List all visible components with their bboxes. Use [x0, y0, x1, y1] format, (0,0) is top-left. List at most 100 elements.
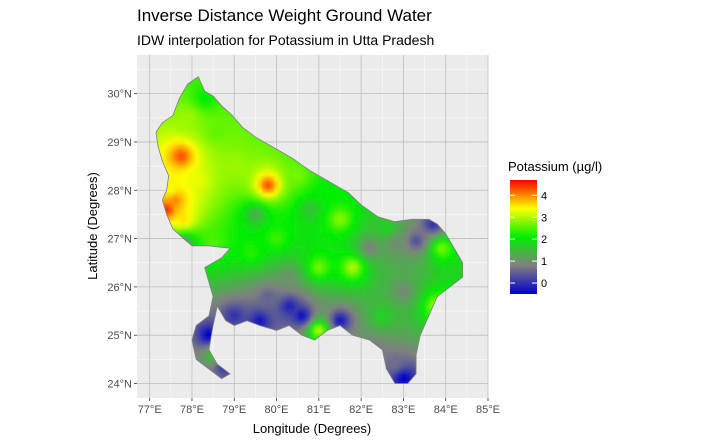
idw-cell — [222, 261, 227, 266]
idw-cell — [354, 209, 359, 214]
idw-cell — [174, 205, 179, 210]
idw-cell — [222, 373, 227, 378]
idw-cell — [218, 109, 223, 114]
idw-cell — [214, 137, 219, 142]
idw-cell — [274, 149, 279, 154]
idw-cell — [262, 317, 267, 322]
idw-cell — [210, 145, 215, 150]
idw-cell — [210, 165, 215, 170]
idw-cell — [346, 197, 351, 202]
idw-cell — [374, 221, 379, 226]
idw-cell — [234, 241, 239, 246]
idw-cell — [278, 301, 283, 306]
idw-cell — [166, 125, 171, 130]
idw-cell — [194, 177, 199, 182]
idw-cell — [274, 237, 279, 242]
idw-cell — [214, 269, 219, 274]
idw-cell — [238, 297, 243, 302]
idw-cell — [266, 289, 271, 294]
idw-cell — [262, 277, 267, 282]
idw-cell — [322, 221, 327, 226]
idw-cell — [338, 237, 343, 242]
idw-cell — [246, 261, 251, 266]
idw-cell — [206, 269, 211, 274]
idw-cell — [290, 209, 295, 214]
idw-cell — [334, 321, 339, 326]
idw-cell — [230, 273, 235, 278]
idw-cell — [334, 237, 339, 242]
idw-cell — [286, 193, 291, 198]
idw-cell — [386, 249, 391, 254]
idw-cell — [230, 229, 235, 234]
idw-cell — [222, 209, 227, 214]
idw-cell — [234, 189, 239, 194]
idw-cell — [298, 181, 303, 186]
idw-cell — [214, 149, 219, 154]
idw-cell — [378, 293, 383, 298]
idw-cell — [166, 213, 171, 218]
idw-cell — [218, 201, 223, 206]
idw-cell — [338, 305, 343, 310]
idw-cell — [334, 261, 339, 266]
idw-cell — [282, 293, 287, 298]
idw-cell — [246, 229, 251, 234]
idw-cell — [194, 165, 199, 170]
idw-cell — [206, 129, 211, 134]
idw-cell — [266, 249, 271, 254]
idw-cell — [302, 333, 307, 338]
idw-cell — [326, 201, 331, 206]
idw-cell — [226, 129, 231, 134]
idw-cell — [242, 201, 247, 206]
idw-cell — [338, 197, 343, 202]
idw-cell — [214, 225, 219, 230]
idw-cell — [298, 217, 303, 222]
idw-cell — [206, 333, 211, 338]
idw-cell — [370, 289, 375, 294]
idw-cell — [206, 185, 211, 190]
idw-cell — [214, 157, 219, 162]
idw-cell — [214, 241, 219, 246]
idw-cell — [310, 329, 315, 334]
idw-cell — [290, 197, 295, 202]
idw-cell — [198, 169, 203, 174]
idw-cell — [286, 177, 291, 182]
idw-cell — [194, 105, 199, 110]
idw-cell — [266, 313, 271, 318]
idw-cell — [234, 261, 239, 266]
idw-cell — [310, 285, 315, 290]
idw-cell — [346, 317, 351, 322]
idw-cell — [230, 189, 235, 194]
idw-cell — [166, 169, 171, 174]
idw-cell — [370, 233, 375, 238]
idw-cell — [186, 93, 191, 98]
idw-cell — [314, 257, 319, 262]
idw-cell — [294, 317, 299, 322]
idw-cell — [342, 301, 347, 306]
idw-cell — [198, 109, 203, 114]
idw-cell — [262, 285, 267, 290]
idw-cell — [298, 285, 303, 290]
idw-cell — [194, 109, 199, 114]
idw-cell — [322, 185, 327, 190]
idw-cell — [302, 257, 307, 262]
idw-cell — [354, 253, 359, 258]
idw-cell — [338, 205, 343, 210]
idw-cell — [386, 329, 391, 334]
idw-cell — [258, 233, 263, 238]
idw-cell — [254, 193, 259, 198]
idw-cell — [242, 161, 247, 166]
idw-cell — [302, 173, 307, 178]
idw-cell — [178, 125, 183, 130]
idw-cell — [326, 265, 331, 270]
idw-cell — [302, 321, 307, 326]
idw-cell — [246, 253, 251, 258]
idw-cell — [210, 157, 215, 162]
idw-cell — [230, 169, 235, 174]
idw-cell — [254, 249, 259, 254]
idw-cell — [266, 165, 271, 170]
idw-cell — [378, 325, 383, 330]
idw-cell — [194, 233, 199, 238]
idw-cell — [330, 265, 335, 270]
idw-cell — [238, 229, 243, 234]
idw-cell — [242, 301, 247, 306]
